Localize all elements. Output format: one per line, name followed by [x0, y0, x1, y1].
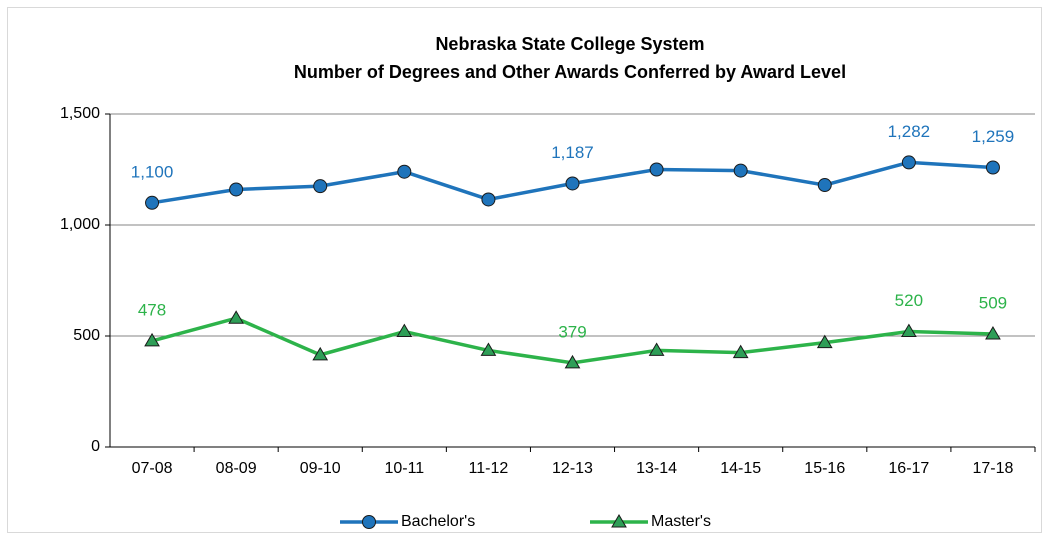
- point: [564, 354, 581, 369]
- legend-marker: [362, 515, 376, 529]
- data-label: 509: [979, 293, 1007, 312]
- data-label: 478: [138, 300, 166, 319]
- data-label: 379: [558, 322, 586, 341]
- data-label: 1,282: [888, 122, 931, 141]
- point: [817, 178, 832, 193]
- point: [565, 176, 580, 191]
- chart-title: Nebraska State College System: [435, 34, 704, 54]
- legend-label: Master's: [651, 513, 711, 530]
- point: [985, 160, 1000, 175]
- x-tick-label: 12-13: [552, 460, 593, 477]
- point: [816, 334, 833, 349]
- point: [733, 163, 748, 178]
- point: [649, 162, 664, 177]
- chart-subtitle: Number of Degrees and Other Awards Confe…: [294, 62, 846, 82]
- point: [145, 195, 160, 210]
- y-tick-label: 1,000: [60, 216, 100, 233]
- point: [732, 344, 749, 359]
- point: [397, 164, 412, 179]
- point: [144, 332, 160, 347]
- data-label: 1,100: [131, 162, 174, 181]
- y-tick-label: 0: [91, 438, 100, 455]
- x-tick-label: 07-08: [132, 460, 173, 477]
- data-label: 1,187: [551, 143, 594, 162]
- point: [480, 342, 497, 356]
- data-label: 1,259: [972, 127, 1015, 146]
- x-tick-label: 16-17: [888, 460, 929, 477]
- x-tick-label: 15-16: [804, 460, 845, 477]
- x-tick-label: 17-18: [972, 460, 1013, 477]
- x-tick-label: 08-09: [216, 460, 257, 477]
- y-tick-label: 1,500: [60, 105, 100, 122]
- point: [481, 192, 496, 207]
- x-tick-label: 10-11: [384, 460, 424, 477]
- x-tick-label: 14-15: [720, 460, 761, 477]
- x-tick-label: 11-12: [469, 460, 509, 477]
- data-label: 520: [895, 291, 923, 310]
- point: [228, 310, 245, 324]
- x-tick-label: 09-10: [300, 460, 341, 477]
- y-tick-label: 500: [73, 327, 100, 344]
- legend-label: Bachelor's: [401, 513, 475, 530]
- point: [901, 155, 916, 170]
- point: [985, 326, 1001, 340]
- point: [312, 346, 329, 361]
- point: [229, 182, 244, 197]
- point: [396, 323, 413, 338]
- legend-marker: [611, 514, 627, 528]
- point: [900, 323, 917, 338]
- x-tick-label: 13-14: [636, 460, 677, 477]
- point: [313, 179, 328, 194]
- point: [648, 342, 665, 356]
- chart-border: [7, 7, 1042, 533]
